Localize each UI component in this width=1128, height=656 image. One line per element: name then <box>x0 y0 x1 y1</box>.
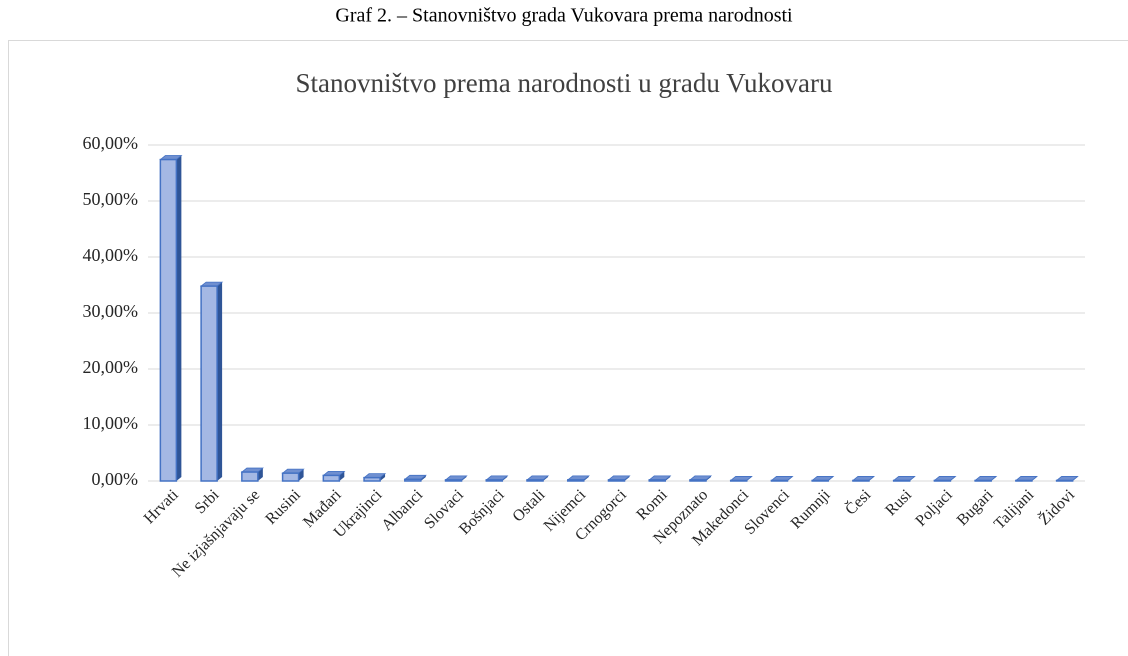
bar <box>1015 479 1033 482</box>
bar <box>729 479 748 482</box>
y-tick-label: 20,00% <box>83 357 139 377</box>
chart-frame <box>8 40 1128 656</box>
chart-title: Stanovništvo prema narodnosti u gradu Vu… <box>295 68 833 98</box>
bar-side <box>298 469 304 481</box>
bar <box>852 479 870 482</box>
bar <box>933 479 952 482</box>
y-tick-label: 60,00% <box>83 133 139 153</box>
bar-side <box>176 155 182 481</box>
bar <box>363 476 381 482</box>
bar-side <box>380 473 386 481</box>
y-tick-label: 30,00% <box>83 301 139 321</box>
y-tick-label: 40,00% <box>83 245 139 265</box>
caption: Graf 2. – Stanovništvo grada Vukovara pr… <box>335 5 793 27</box>
bar <box>281 472 300 482</box>
bar <box>811 479 829 482</box>
bar <box>526 479 544 482</box>
y-tick-label: 0,00% <box>92 469 139 489</box>
y-tick-label: 50,00% <box>83 189 139 209</box>
bar <box>892 479 911 482</box>
bar <box>1055 479 1074 482</box>
bar-side <box>217 282 223 481</box>
bar <box>200 285 218 482</box>
bar <box>567 479 585 482</box>
bar <box>689 479 707 482</box>
bar <box>770 479 789 482</box>
bar <box>974 479 992 482</box>
bar-side <box>339 471 345 481</box>
bar <box>159 158 178 482</box>
bar <box>322 474 341 482</box>
bar <box>404 478 422 482</box>
bar <box>485 479 504 482</box>
bar <box>607 479 626 482</box>
y-tick-label: 10,00% <box>83 413 139 433</box>
bar <box>648 479 666 482</box>
bar <box>241 471 259 482</box>
bar <box>444 479 463 482</box>
